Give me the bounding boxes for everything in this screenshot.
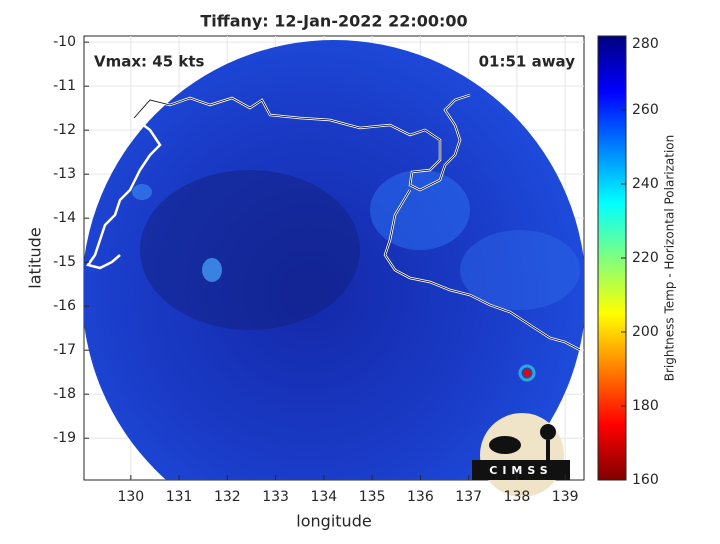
colorbar-label: Brightness Temp - Horizontal Polarizatio… — [663, 135, 677, 382]
logo: CIMSS — [472, 413, 570, 497]
x-tick-label: 135 — [359, 489, 386, 505]
warm-region — [460, 230, 580, 310]
x-tick-label: 136 — [407, 489, 434, 505]
colorbar-tick-label: 240 — [632, 176, 659, 192]
y-tick-label: -18 — [53, 386, 76, 402]
logo-text: CIMSS — [489, 464, 552, 477]
y-tick-label: -12 — [53, 122, 76, 138]
coastline-edge — [133, 94, 581, 351]
chart-title: Tiffany: 12-Jan-2022 22:00:00 — [200, 12, 467, 31]
y-tick-label: -11 — [53, 78, 76, 94]
x-tick-label: 139 — [552, 489, 579, 505]
x-tick-label: 134 — [310, 489, 337, 505]
x-tick-label: 131 — [166, 489, 193, 505]
y-tick-label: -13 — [53, 166, 76, 182]
y-tick-label: -16 — [53, 298, 76, 314]
colorbar-tick-label: 260 — [632, 102, 659, 118]
logo-tower-leg — [546, 440, 550, 462]
y-tick-label: -10 — [53, 34, 76, 50]
y-axis-label: latitude — [26, 227, 45, 288]
x-tick-label: 132 — [214, 489, 241, 505]
warm-spot — [202, 258, 222, 282]
x-tick-label: 138 — [504, 489, 531, 505]
hot-spot — [523, 369, 531, 377]
colorbar-tick-label: 220 — [632, 250, 659, 266]
colorbar-tick-label: 200 — [632, 324, 659, 340]
x-tick-label: 130 — [117, 489, 144, 505]
y-tick-label: -14 — [53, 210, 76, 226]
colorbar-tick-label: 180 — [632, 398, 659, 414]
x-axis-label: longitude — [296, 512, 371, 531]
y-tick-label: -17 — [53, 342, 76, 358]
y-tick-label: -19 — [53, 430, 76, 446]
logo-band — [472, 460, 570, 480]
logo-dish — [489, 436, 521, 454]
annotation: 01:51 away — [479, 53, 576, 71]
warm-region — [370, 170, 470, 250]
x-tick-label: 133 — [262, 489, 289, 505]
satellite-image — [84, 40, 584, 480]
x-tick-label: 137 — [455, 489, 482, 505]
annotation: Vmax: 45 kts — [94, 53, 204, 71]
colorbar-tick-label: 280 — [632, 36, 659, 52]
logo-tower — [540, 424, 556, 440]
y-tick-label: -15 — [53, 254, 76, 270]
cold-region — [140, 170, 360, 330]
colorbar-tick-label: 160 — [632, 472, 659, 488]
hot-spot-ring — [518, 364, 536, 382]
warm-spot — [132, 184, 152, 200]
